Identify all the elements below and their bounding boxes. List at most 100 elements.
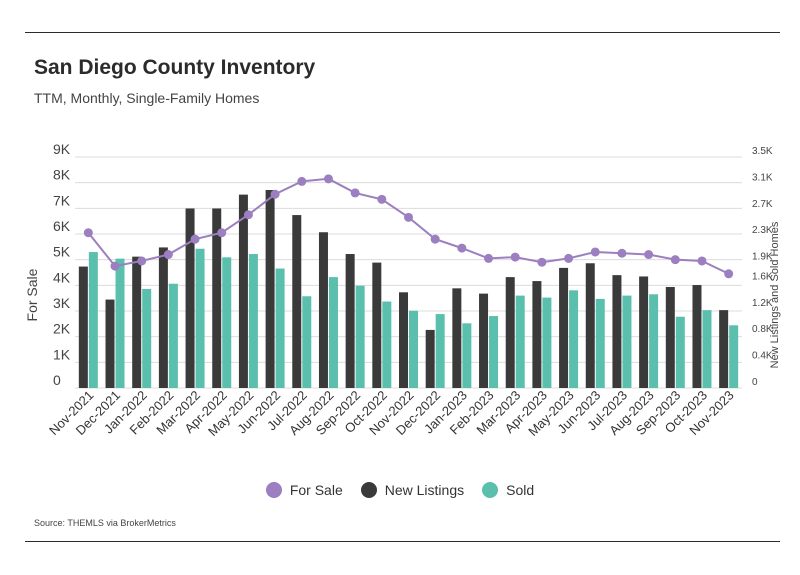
source-note: Source: THEMLS via BrokerMetrics xyxy=(34,518,176,528)
legend-swatch-for-sale xyxy=(265,482,282,498)
bar-new-listings xyxy=(505,277,515,388)
bar-sold xyxy=(142,289,152,388)
point-for-sale xyxy=(243,210,253,220)
y-right-axis-title: New Listings and Sold Homes xyxy=(769,221,781,368)
bar-sold xyxy=(88,252,98,388)
bar-sold xyxy=(248,254,258,388)
bar-new-listings xyxy=(532,281,542,388)
legend-label-for-sale: For Sale xyxy=(289,482,343,498)
y-left-tick-label: 7K xyxy=(53,192,71,208)
point-for-sale xyxy=(484,253,494,263)
legend-item-new-listings: New Listings xyxy=(360,482,464,498)
legend-item-sold: Sold xyxy=(482,482,534,498)
bar-sold xyxy=(675,316,685,388)
point-for-sale xyxy=(510,252,520,262)
bar-sold xyxy=(115,258,125,388)
bar-new-listings xyxy=(692,285,702,388)
legend-item-for-sale: For Sale xyxy=(265,482,343,498)
bar-sold xyxy=(328,277,338,388)
y-right-tick-label: 3.5K xyxy=(752,146,773,157)
point-for-sale xyxy=(537,257,547,267)
point-for-sale xyxy=(137,256,147,266)
point-for-sale xyxy=(404,212,413,222)
point-for-sale xyxy=(617,248,627,258)
point-for-sale xyxy=(217,228,227,238)
legend: For Sale New Listings Sold xyxy=(0,482,800,498)
point-for-sale xyxy=(163,250,173,260)
point-for-sale xyxy=(190,234,200,244)
y-left-tick-label: 8K xyxy=(53,167,71,183)
bar-new-listings xyxy=(132,256,142,388)
bar-sold xyxy=(569,290,579,388)
bar-sold xyxy=(462,323,472,388)
bar-sold xyxy=(275,268,285,388)
bar-sold xyxy=(729,325,739,388)
legend-label-sold: Sold xyxy=(506,482,535,498)
bar-new-listings xyxy=(585,263,595,388)
y-right-tick-label: 0.8K xyxy=(752,324,773,335)
point-for-sale xyxy=(377,194,387,204)
point-for-sale xyxy=(83,228,93,238)
bar-new-listings xyxy=(719,310,729,388)
bar-new-listings xyxy=(559,267,569,388)
bar-new-listings xyxy=(479,293,489,388)
bar-new-listings xyxy=(399,292,408,388)
y-right-tick-label: 2.7K xyxy=(752,199,773,210)
y-left-tick-label: 4K xyxy=(53,269,71,285)
point-for-sale xyxy=(457,243,467,253)
y-left-tick-label: 6K xyxy=(53,218,71,234)
chart-title: San Diego County Inventory xyxy=(34,56,316,79)
point-for-sale xyxy=(270,189,280,199)
point-for-sale xyxy=(297,176,307,186)
point-for-sale xyxy=(110,261,120,271)
y-left-tick-label: 2K xyxy=(53,321,71,337)
y-right-tick-label: 3.1K xyxy=(752,172,773,183)
point-for-sale xyxy=(724,269,734,279)
point-for-sale xyxy=(670,255,680,265)
y-right-tick-label: 0 xyxy=(752,377,758,388)
point-for-sale xyxy=(564,253,574,263)
bar-sold xyxy=(222,257,232,388)
bar-new-listings xyxy=(425,329,435,388)
y-left-tick-label: 5K xyxy=(53,244,71,260)
bar-new-listings xyxy=(238,194,248,388)
point-for-sale xyxy=(644,250,654,260)
y-left-tick-label: 3K xyxy=(53,295,71,311)
bar-new-listings xyxy=(345,254,355,388)
bar-sold xyxy=(382,301,392,388)
point-for-sale xyxy=(350,188,360,198)
chart-subtitle: TTM, Monthly, Single-Family Homes xyxy=(34,90,260,106)
bar-new-listings xyxy=(158,247,168,388)
bar-sold xyxy=(702,310,712,388)
bar-sold xyxy=(595,298,605,388)
bar-sold xyxy=(195,248,205,388)
bar-sold xyxy=(489,316,499,388)
bar-sold xyxy=(355,285,365,388)
bar-sold xyxy=(515,295,525,388)
bar-new-listings xyxy=(292,215,302,388)
bottom-rule xyxy=(25,541,780,542)
point-for-sale xyxy=(430,234,440,244)
bar-sold xyxy=(435,314,445,388)
bar-sold xyxy=(409,310,418,388)
y-left-axis-title: For Sale xyxy=(24,268,40,321)
bar-sold xyxy=(649,294,659,388)
bar-new-listings xyxy=(665,287,675,388)
bar-new-listings xyxy=(318,232,328,388)
bar-new-listings xyxy=(212,208,222,388)
y-left-tick-label: 0 xyxy=(53,372,61,388)
legend-swatch-sold xyxy=(482,482,499,498)
point-for-sale xyxy=(323,174,333,184)
y-left-tick-label: 1K xyxy=(53,346,71,362)
y-left-tick-label: 9K xyxy=(53,141,71,157)
bar-new-listings xyxy=(452,288,462,388)
point-for-sale xyxy=(697,256,707,266)
bar-new-listings xyxy=(372,262,382,388)
bar-sold xyxy=(168,283,178,388)
bar-new-listings xyxy=(265,190,275,388)
y-right-tick-label: 1.9K xyxy=(752,252,773,263)
y-right-tick-label: 1.6K xyxy=(752,271,773,282)
y-right-tick-label: 0.4K xyxy=(752,351,773,362)
bar-new-listings xyxy=(612,275,622,388)
